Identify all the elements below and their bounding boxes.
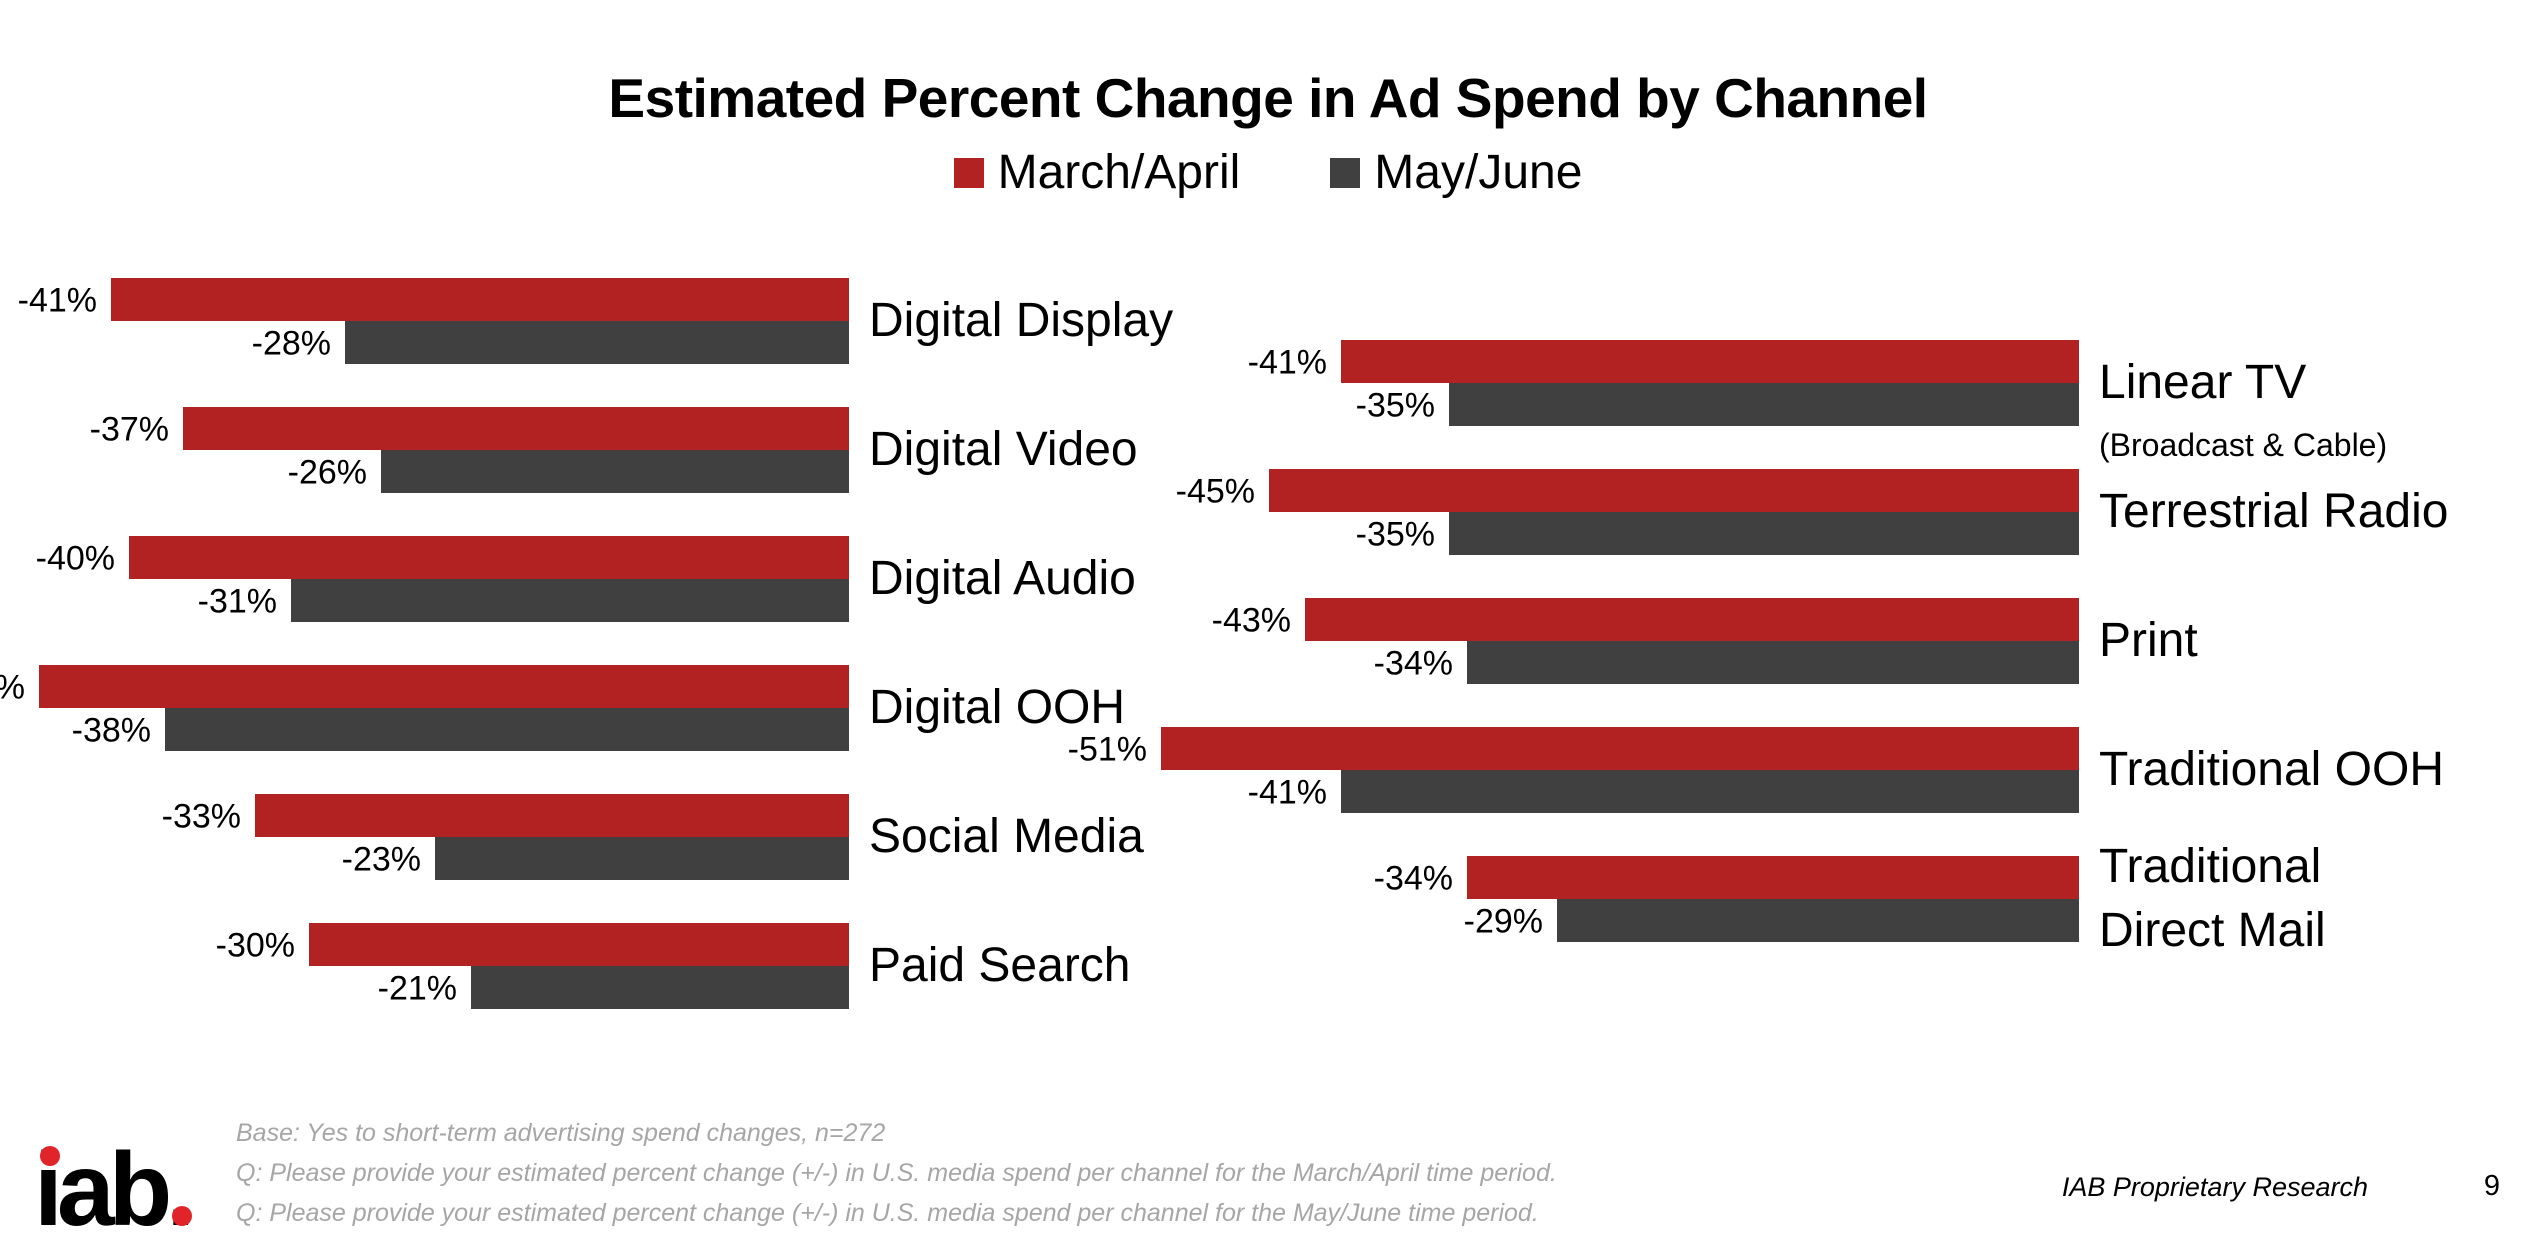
bar-may-june [345,321,849,364]
data-label: -40% [36,540,115,578]
category-label: Digital Audio [869,552,1136,605]
data-label: -34% [1374,860,1453,898]
footnote-q2: Q: Please provide your estimated percent… [236,1199,1539,1227]
category-label: Social Media [869,810,1144,863]
data-label: -33% [162,798,241,836]
category-label: Traditional [2099,840,2321,893]
data-label: -43% [1212,602,1291,640]
data-label: -51% [1068,731,1147,769]
bar-march-april [1269,469,2079,512]
legend-label-march-april: March/April [997,146,1241,199]
legend-item-march-april: March/April [953,145,1241,200]
data-label: -30% [216,927,295,965]
data-label: -34% [1374,645,1453,683]
bar-may-june [1341,770,2079,813]
data-label: -23% [342,841,421,879]
logo-dot-top [40,1146,60,1166]
legend-label-may-june: May/June [1374,146,1583,199]
legend-item-may-june: May/June [1330,145,1582,200]
category-label: Print [2099,614,2198,667]
footnote-q1: Q: Please provide your estimated percent… [236,1159,1557,1187]
bar-march-april [183,407,849,450]
data-label: -28% [252,325,331,363]
iab-logo-text: iab. [34,1132,195,1248]
chart-title: Estimated Percent Change in Ad Spend by … [608,67,1928,129]
category-label: Digital Display [869,294,1173,347]
bar-may-june [291,579,849,622]
data-label: -35% [1356,516,1435,554]
research-label: IAB Proprietary Research [2061,1172,2368,1202]
data-label: -26% [288,454,367,492]
bar-march-april [111,278,849,321]
chart-legend: March/April May/June [0,145,2536,200]
bar-may-june [165,708,849,751]
bar-may-june [435,837,849,880]
data-label: -41% [1248,774,1327,812]
data-label: -41% [1248,344,1327,382]
bar-march-april [1161,727,2079,770]
logo-dot-bottom [172,1206,192,1226]
legend-swatch-may-june [1330,157,1361,188]
bar-march-april [129,536,849,579]
iab-logo: iab. [34,1138,195,1242]
bar-may-june [381,450,849,493]
data-label: -29% [1464,903,1543,941]
page-number: 9 [2483,1170,2500,1202]
data-label: -35% [1356,387,1435,425]
footnote-base: Base: Yes to short-term advertising spen… [236,1119,886,1147]
bar-may-june [1557,899,2079,942]
category-label: Digital OOH [869,681,1125,734]
data-label: -41% [18,282,97,320]
legend-swatch-march-april [953,157,984,188]
bar-march-april [1305,598,2079,641]
bar-march-april [1341,340,2079,383]
bar-march-april [39,665,849,708]
bar-march-april [1467,856,2079,899]
category-sublabel: (Broadcast & Cable) [2099,427,2387,463]
category-label: Terrestrial Radio [2099,485,2448,538]
bar-may-june [1449,512,2079,555]
bar-march-april [309,923,849,966]
data-label: -45% [1176,473,1255,511]
category-label: Paid Search [869,939,1131,992]
category-label: Traditional OOH [2099,743,2444,796]
category-label: Digital Video [869,423,1138,476]
data-label: -21% [378,970,457,1008]
bar-may-june [1467,641,2079,684]
category-label: Direct Mail [2099,904,2326,957]
data-label: -37% [90,411,169,449]
data-label: -31% [198,583,277,621]
bar-may-june [471,966,849,1009]
data-label: -45% [0,669,25,707]
category-label: Linear TV [2099,356,2306,409]
bar-may-june [1449,383,2079,426]
bar-march-april [255,794,849,837]
bar-chart: -41% -28% Digital Display -37% -26% Digital V… [0,278,2448,1009]
data-label: -38% [72,712,151,750]
